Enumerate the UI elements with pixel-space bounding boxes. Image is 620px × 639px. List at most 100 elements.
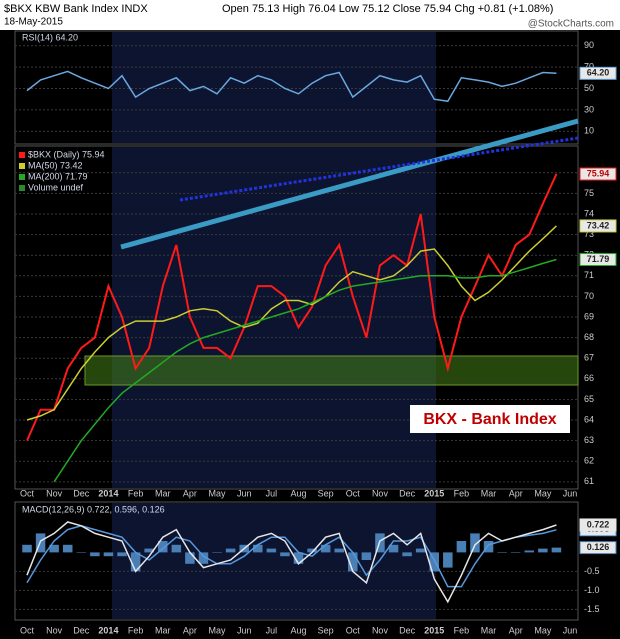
histogram-bar [361,552,372,560]
legend: MA(200) 71.79 [28,171,88,181]
trendline-dotted [179,136,579,202]
y-tick-label: -1.5 [584,604,600,614]
histogram-bar [103,552,114,557]
x-tick-label: Apr [183,625,197,635]
x-tick-label: Apr [509,488,523,498]
x-tick-label: Feb [454,488,470,498]
y-tick-label: 70 [584,291,594,301]
y-tick-label: 74 [584,208,594,218]
y-tick-label: 62 [584,456,594,466]
histogram-bar [185,552,195,564]
x-tick-label: Dec [73,625,90,635]
histogram-bar [266,548,277,553]
x-tick-label: Jun [237,625,252,635]
legend: MACD(12,26,9) 0.722, 0.596, 0.126 [22,504,165,514]
last-value-label: 0.126 [587,542,610,552]
x-tick-label: Sep [318,625,334,635]
last-value-label: 0.722 [587,519,610,529]
x-tick-label: Oct [346,625,361,635]
histogram-bar [62,544,73,553]
x-tick-label: Oct [20,625,35,635]
y-tick-label: 63 [584,435,594,445]
histogram-bar [76,552,87,553]
last-value-label: 71.79 [587,254,610,264]
histogram-bar [225,548,236,553]
histogram-bar [49,544,59,553]
histogram-bar [212,552,222,553]
y-tick-label: 90 [584,40,594,50]
histogram-bar [443,552,453,568]
histogram-bar [320,544,331,553]
x-tick-label: Dec [399,488,416,498]
y-tick-label: 73 [584,229,594,239]
histogram-bar [456,541,467,553]
x-tick-label: Nov [46,488,63,498]
y-tick-label: 64 [584,414,594,424]
value-box [579,253,617,267]
credit: @StockCharts.com [528,19,614,30]
histogram-bar [388,544,399,553]
legend: MA(50) 73.42 [28,160,83,170]
histogram-bar [157,541,168,553]
x-tick-label: Jun [563,625,578,635]
date: 18-May-2015 [4,17,63,28]
histogram-bar [293,552,304,564]
histogram-bar [483,541,494,553]
series-line [53,258,557,483]
annotation: BKX - Bank Index [423,411,556,428]
legend-swatch [19,185,25,191]
y-tick-label: 75 [584,188,594,198]
histogram-bar [551,547,562,553]
x-tick-label: Feb [128,488,144,498]
histogram-bar [22,544,32,553]
y-tick-label: 65 [584,394,594,404]
x-tick-label: 2014 [98,625,118,635]
title: $BKX KBW Bank Index INDX [4,3,148,15]
value-box [579,219,617,233]
histogram-bar [524,550,535,553]
x-tick-label: Nov [46,625,63,635]
histogram-bar [171,544,182,553]
y-tick-label: 67 [584,353,594,363]
x-tick-label: Mar [481,488,497,498]
y-tick-label: 10 [584,126,594,136]
series-line [26,70,557,103]
histogram-bar [470,533,480,553]
histogram-bar [348,552,358,572]
x-tick-label: Mar [155,488,171,498]
value-box [579,66,617,80]
histogram-bar [402,552,412,557]
x-tick-label: Mar [481,625,497,635]
histogram-bar [253,544,263,553]
histogram-bar [117,552,127,557]
y-tick-label: 70 [584,61,594,71]
x-tick-label: Jul [266,625,278,635]
x-tick-label: May [534,488,552,498]
histogram-bar [280,552,290,557]
legend: RSI(14) 64.20 [22,32,78,42]
y-tick-label: -1.0 [584,585,600,595]
last-value-label: 73.42 [587,220,610,230]
x-tick-label: May [534,625,552,635]
x-tick-label: May [209,625,227,635]
y-tick-label: 30 [584,104,594,114]
x-tick-label: Oct [20,488,35,498]
legend: $BKX (Daily) 75.94 [28,149,105,159]
histogram-bar [497,552,507,553]
x-tick-label: May [209,488,227,498]
histogram-bar [198,552,209,564]
histogram-bar [144,548,154,553]
histogram-bar [415,548,426,553]
x-tick-label: Sep [318,488,334,498]
x-tick-label: Mar [155,625,171,635]
y-tick-label: 66 [584,373,594,383]
x-tick-label: Nov [372,625,389,635]
series-line [26,525,557,588]
y-tick-label: 68 [584,332,594,342]
x-tick-label: Jul [266,488,278,498]
x-tick-label: Oct [346,488,361,498]
histogram-bar [90,552,100,557]
x-tick-label: 2014 [98,488,118,498]
